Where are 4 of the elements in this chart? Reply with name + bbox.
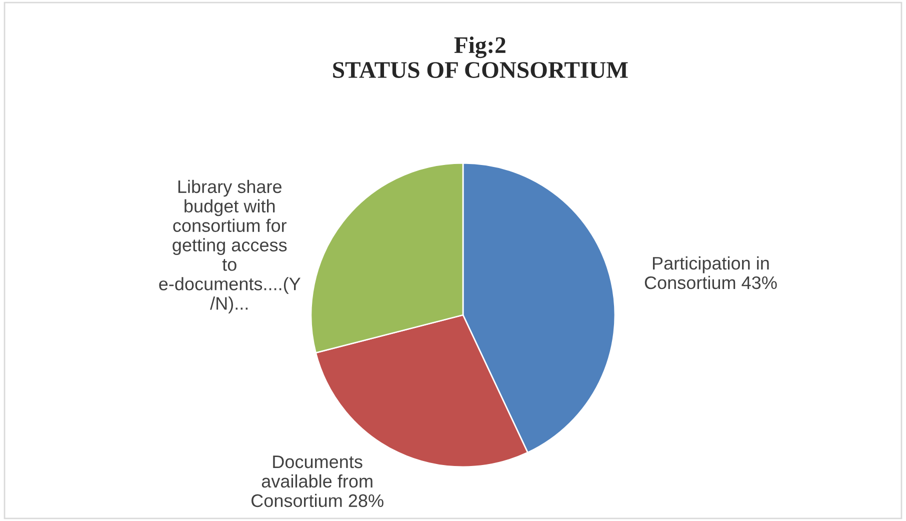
slice-label: Library share budget with consortium for getting access to e-documents....(Y /N)... [159,180,300,314]
slice-label: Documents available from Consortium 28% [252,456,384,508]
slice-label: Participation in Consortium 43% [644,256,777,290]
chart-title: Fig:2 STATUS OF CONSORTIUM [333,36,628,78]
